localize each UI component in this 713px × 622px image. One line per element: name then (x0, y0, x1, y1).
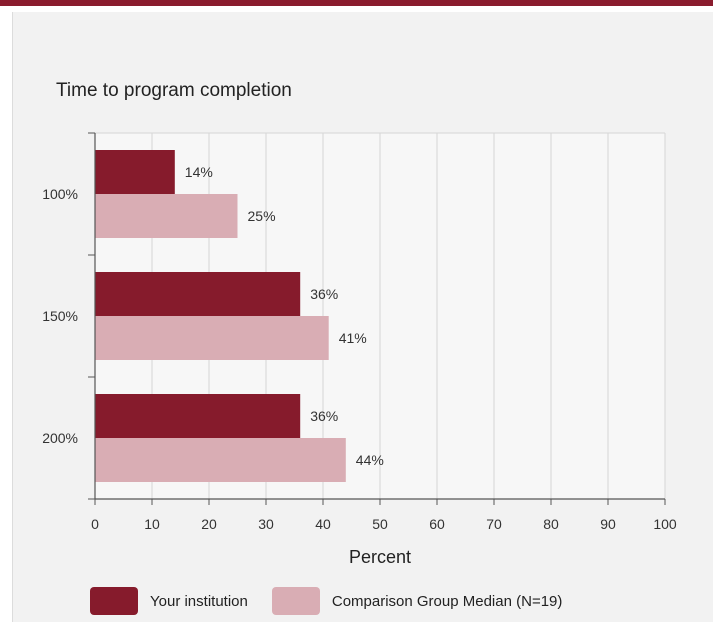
data-label: 25% (248, 208, 276, 224)
legend-item-institution: Your institution (90, 587, 248, 615)
legend-swatch-institution (90, 587, 138, 615)
category-label: 100% (42, 186, 78, 202)
x-tick-label: 10 (144, 516, 160, 532)
bar-institution (95, 150, 175, 194)
bar-comparison (95, 194, 238, 238)
x-tick-label: 20 (201, 516, 217, 532)
x-tick-label: 50 (372, 516, 388, 532)
x-tick-label: 0 (91, 516, 99, 532)
bar-institution (95, 272, 301, 316)
x-tick-label: 40 (315, 516, 331, 532)
data-label: 36% (310, 408, 338, 424)
legend-swatch-comparison (271, 587, 320, 615)
bar-chart: 14% 25% 100% 36% 41% 150% 36% 44% 200% 0 10 20 30 40 5… (42, 132, 677, 567)
legend-label-institution: Your institution (150, 592, 248, 610)
top-accent-bar (0, 0, 713, 6)
x-tick-label: 90 (600, 516, 616, 532)
legend: Your institution Comparison Group Median… (90, 586, 586, 616)
bar-comparison (95, 438, 346, 482)
category-label: 200% (42, 430, 78, 446)
top-gap (0, 6, 713, 12)
x-tick-label: 60 (429, 516, 445, 532)
data-label: 41% (339, 330, 367, 346)
data-label: 14% (185, 164, 213, 180)
x-tick-label: 100 (653, 516, 677, 532)
data-label: 36% (310, 286, 338, 302)
legend-label-comparison: Comparison Group Median (N=19) (331, 592, 563, 610)
x-tick-label: 70 (486, 516, 502, 532)
category-label: 150% (42, 308, 78, 324)
bar-comparison (95, 316, 329, 360)
x-axis-label: Percent (349, 547, 411, 567)
x-tick-label: 80 (543, 516, 559, 532)
chart-title: Time to program completion (56, 80, 292, 101)
legend-item-comparison: Comparison Group Median (N=19) (271, 587, 563, 615)
bar-institution (95, 394, 301, 438)
data-label: 44% (356, 452, 384, 468)
x-tick-label: 30 (258, 516, 274, 532)
